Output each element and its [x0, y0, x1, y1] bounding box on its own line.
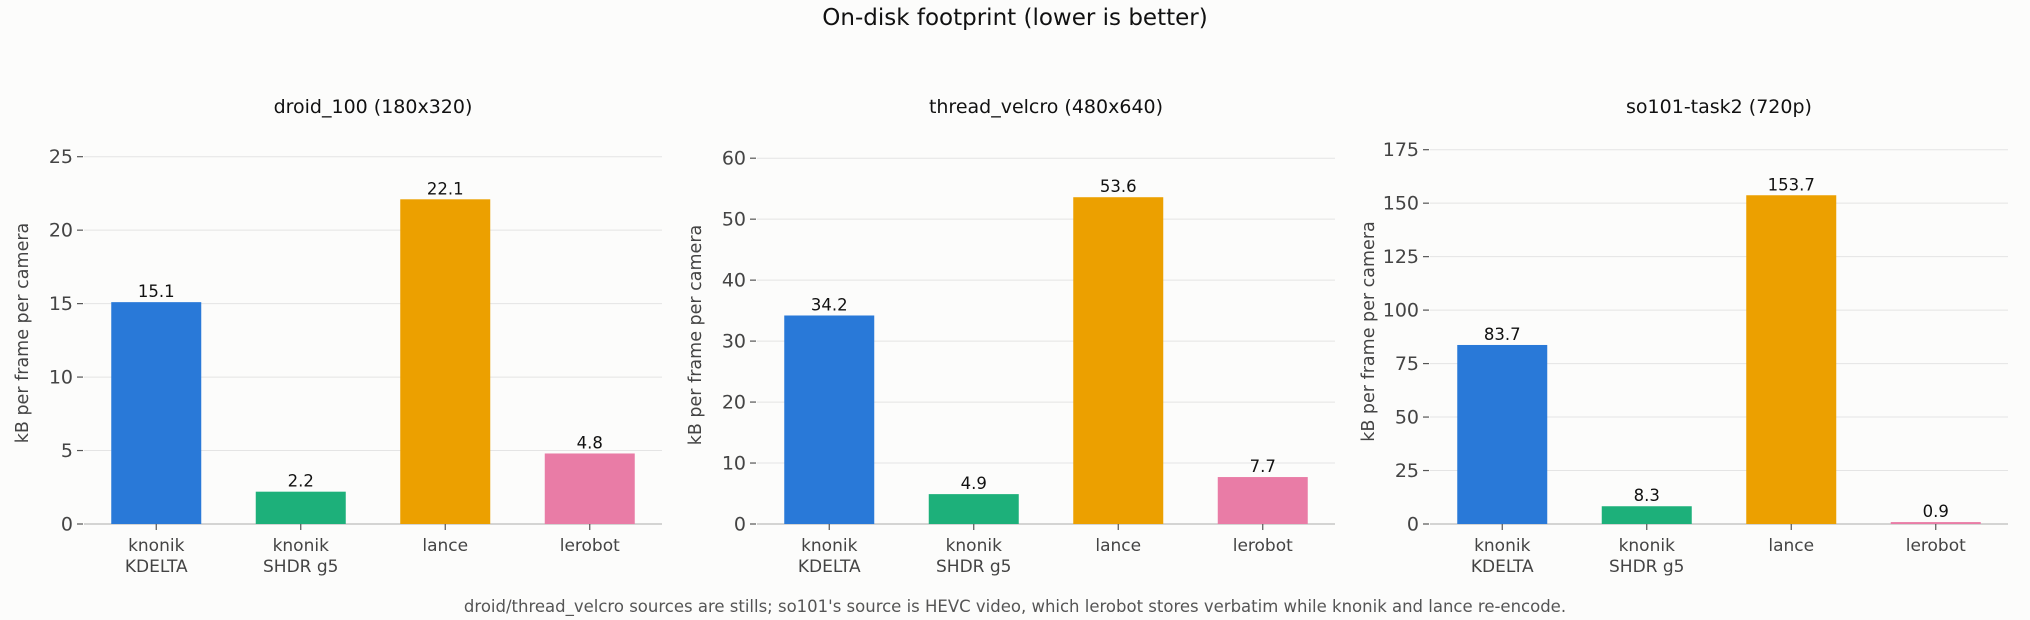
- bar-value-label: 53.6: [1100, 177, 1137, 196]
- x-tick-label: knonik: [273, 536, 330, 556]
- bar-value-label: 4.9: [961, 474, 987, 493]
- bar: [111, 302, 202, 524]
- bar-value-label: 0.9: [1923, 502, 1949, 521]
- x-tick-label: KDELTA: [1471, 557, 1534, 577]
- bar: [400, 199, 491, 525]
- figure-title: On-disk footprint (lower is better): [822, 5, 1207, 31]
- y-tick-label: 175: [1383, 139, 1419, 161]
- panel-title: droid_100 (180x320): [274, 96, 473, 118]
- bar-value-label: 153.7: [1768, 175, 1815, 194]
- x-tick-label: SHDR g5: [936, 557, 1012, 577]
- x-tick-label: lance: [422, 536, 468, 556]
- bar: [1217, 477, 1308, 524]
- x-tick-label: knonik: [1474, 536, 1531, 556]
- bar-value-label: 15.1: [138, 282, 175, 301]
- x-tick-label: SHDR g5: [1609, 557, 1685, 577]
- x-tick-label: SHDR g5: [263, 557, 339, 577]
- y-axis-label: kB per frame per camera: [1359, 221, 1379, 442]
- bar-value-label: 7.7: [1250, 457, 1276, 476]
- chart-panel-3: so101-task2 (720p) 0 25 50 75 100 125 150 175 kB …: [1359, 96, 2008, 577]
- y-tick-label: 30: [722, 331, 746, 353]
- y-tick-label: 50: [1395, 407, 1419, 429]
- bar-value-label: 34.2: [811, 295, 848, 314]
- y-tick-label: 150: [1383, 193, 1419, 215]
- x-tick-label: lance: [1768, 536, 1814, 556]
- y-tick-label: 60: [722, 148, 746, 170]
- bar-value-label: 8.3: [1634, 486, 1660, 505]
- bar-value-label: 22.1: [427, 179, 464, 198]
- x-tick-label: lance: [1095, 536, 1141, 556]
- x-tick-label: knonik: [1619, 536, 1676, 556]
- bar-value-label: 83.7: [1484, 325, 1521, 344]
- y-tick-label: 100: [1383, 300, 1419, 322]
- chart-panel-1: droid_100 (180x320) 0 5 10 15 20 25 kB per fram…: [13, 96, 662, 577]
- y-tick-label: 125: [1383, 246, 1419, 268]
- bar: [544, 453, 635, 524]
- y-tick-label: 15: [49, 293, 73, 315]
- y-tick-label: 20: [49, 220, 73, 242]
- x-tick-label: KDELTA: [125, 557, 188, 577]
- bar: [255, 491, 346, 524]
- y-axis-label: kB per frame per camera: [13, 223, 33, 444]
- bar-value-label: 4.8: [577, 433, 603, 452]
- bar: [1457, 344, 1548, 524]
- y-tick-label: 10: [722, 453, 746, 475]
- x-tick-label: lerobot: [560, 536, 620, 556]
- y-tick-label: 25: [49, 146, 73, 168]
- y-tick-label: 40: [722, 270, 746, 292]
- x-tick-label: knonik: [128, 536, 185, 556]
- y-tick-label: 0: [61, 514, 73, 536]
- bar: [1890, 522, 1981, 524]
- y-tick-label: 75: [1395, 353, 1419, 375]
- y-tick-label: 50: [722, 209, 746, 231]
- y-tick-label: 0: [1407, 514, 1419, 536]
- x-tick-label: lerobot: [1233, 536, 1293, 556]
- bar: [1073, 197, 1164, 525]
- y-tick-label: 20: [722, 392, 746, 414]
- y-tick-label: 0: [734, 514, 746, 536]
- bar: [1601, 506, 1692, 524]
- y-tick-label: 5: [61, 440, 73, 462]
- figure-footnote: droid/thread_velcro sources are stills; …: [464, 597, 1566, 616]
- bar: [928, 494, 1019, 524]
- chart-panels: droid_100 (180x320) 0 5 10 15 20 25 kB per fram…: [13, 96, 2008, 577]
- bar: [784, 315, 875, 524]
- x-tick-label: knonik: [946, 536, 1003, 556]
- y-axis-label: kB per frame per camera: [686, 225, 706, 446]
- y-tick-label: 10: [49, 367, 73, 389]
- bar-value-label: 2.2: [288, 472, 314, 491]
- y-tick-label: 25: [1395, 460, 1419, 482]
- chart-panel-2: thread_velcro (480x640) 0 10 20 30 40 50 60 kB p…: [686, 96, 1335, 577]
- x-tick-label: lerobot: [1906, 536, 1966, 556]
- x-tick-label: KDELTA: [798, 557, 861, 577]
- panel-title: so101-task2 (720p): [1626, 96, 1812, 118]
- x-tick-label: knonik: [801, 536, 858, 556]
- bar: [1746, 195, 1837, 524]
- panel-title: thread_velcro (480x640): [929, 96, 1163, 118]
